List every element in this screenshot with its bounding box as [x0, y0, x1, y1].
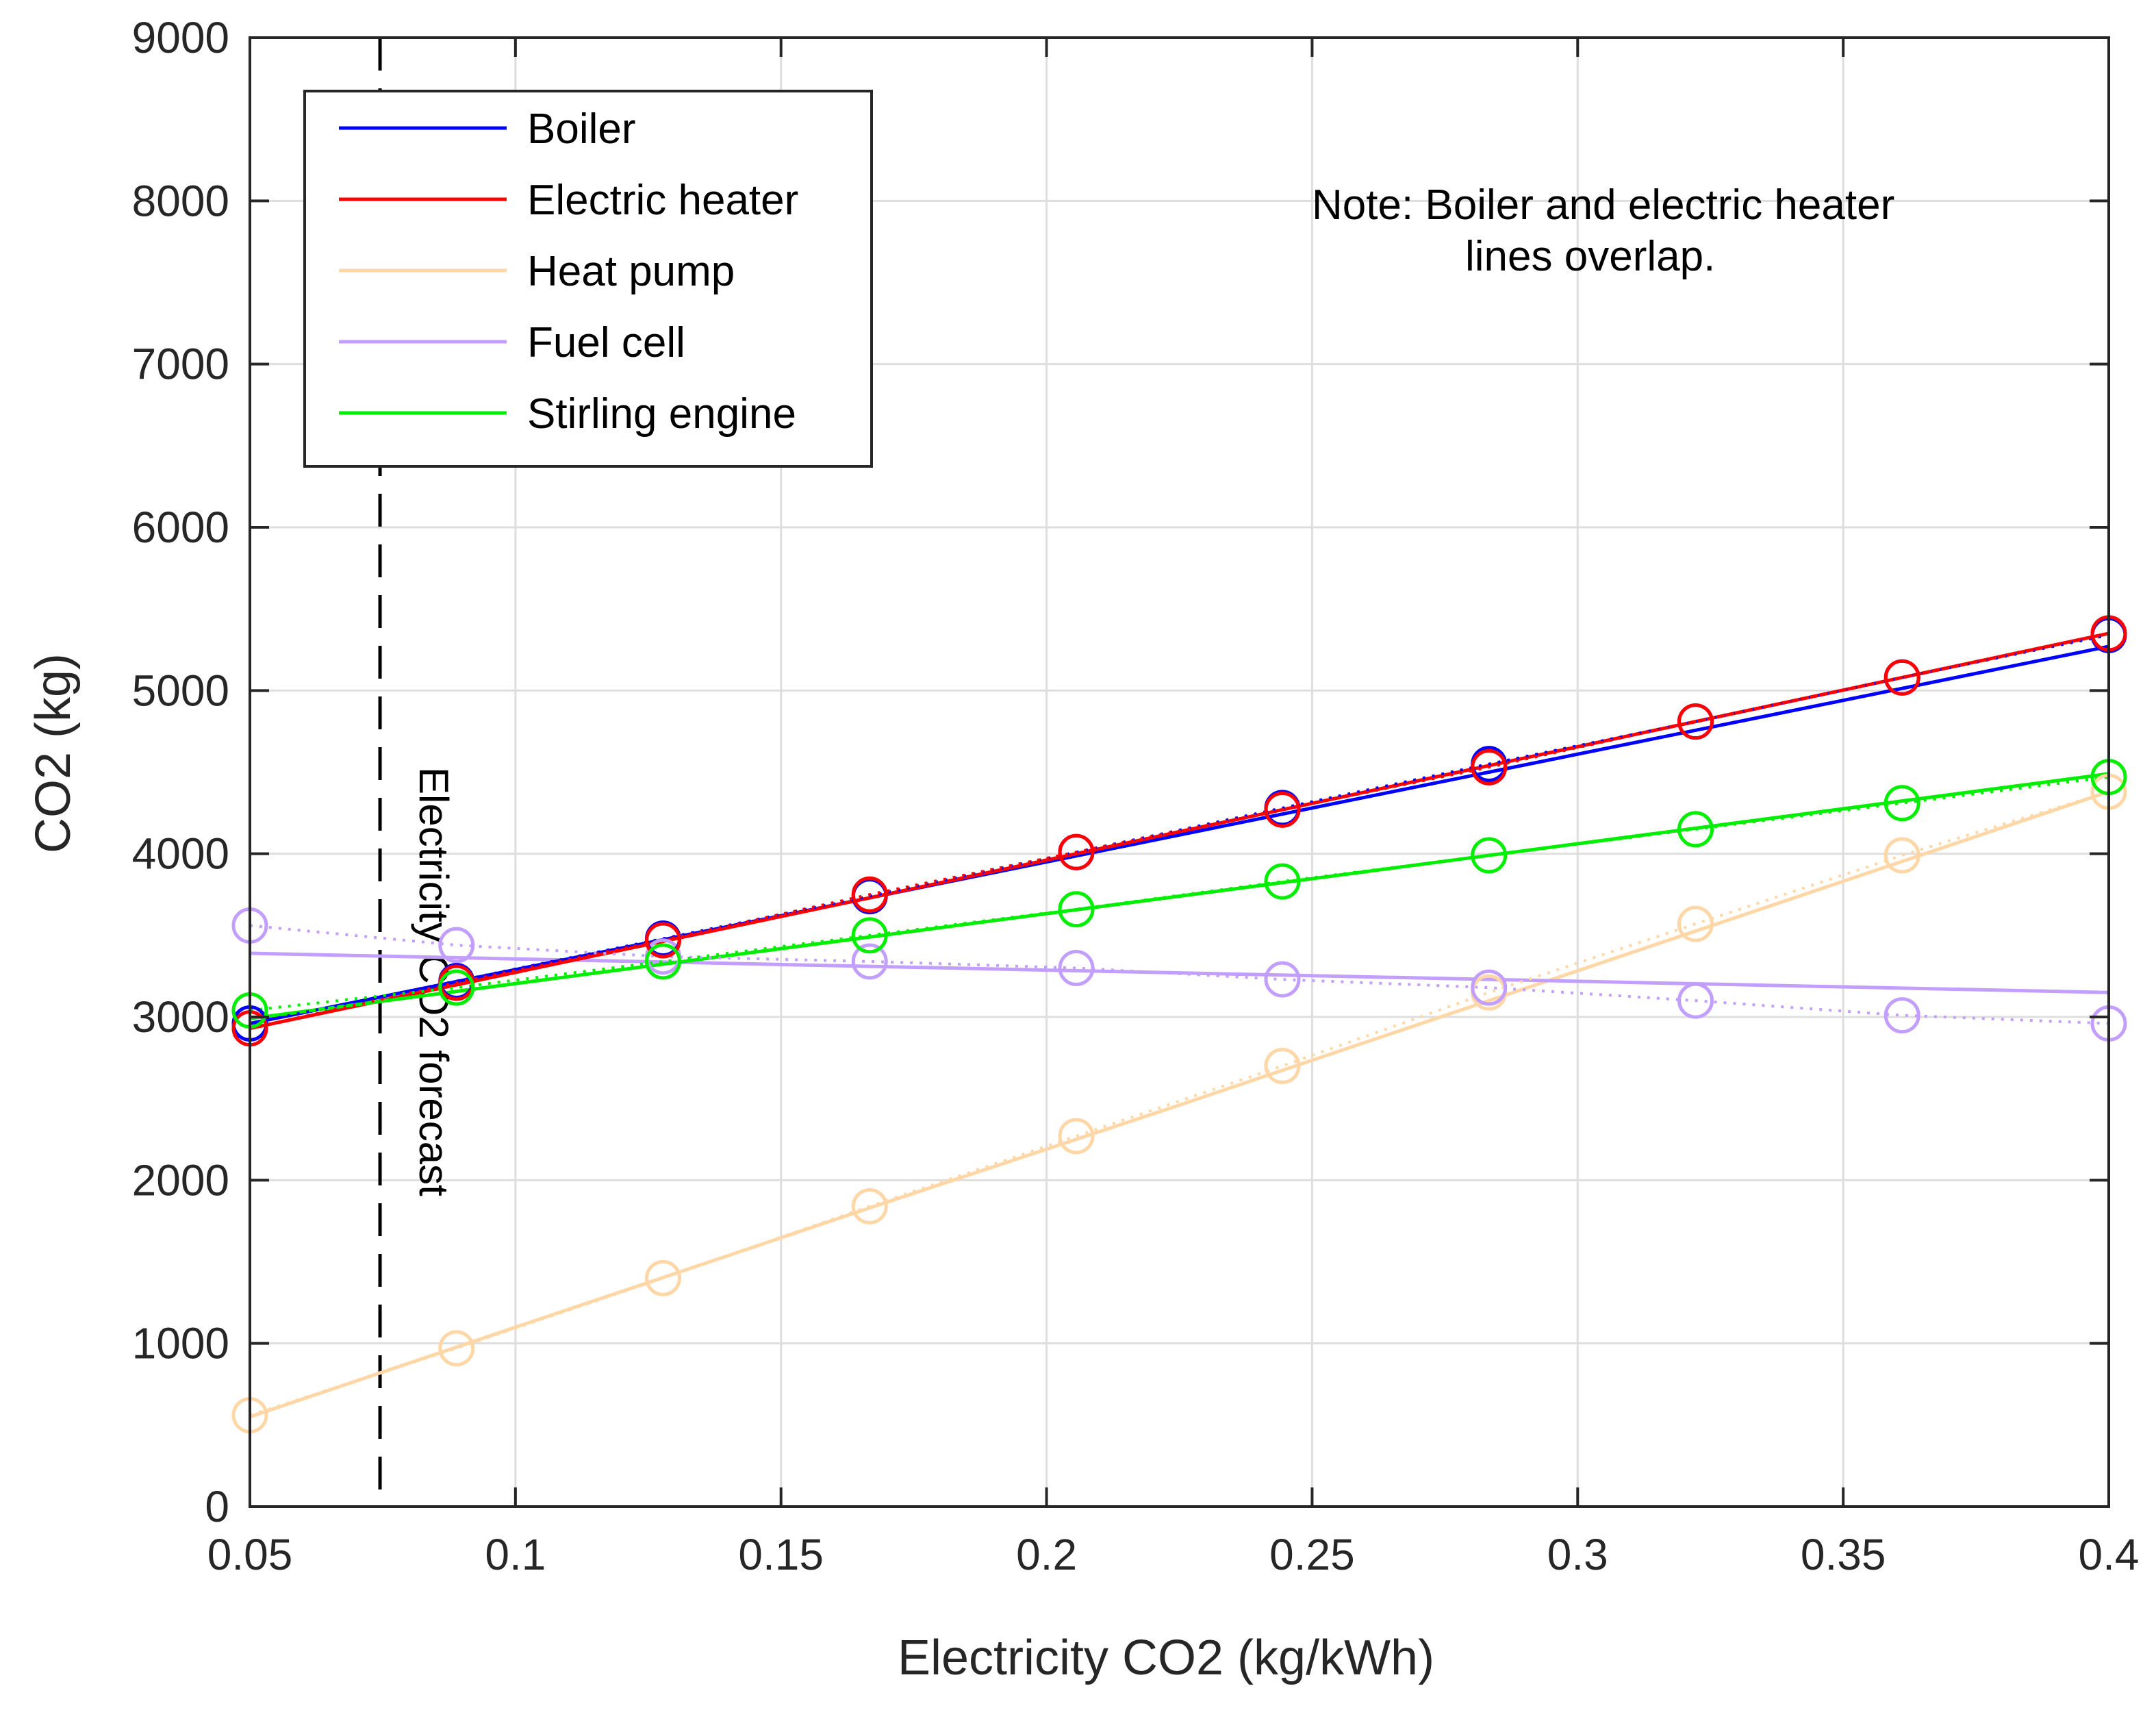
x-tick-label: 0.3 [1547, 1530, 1608, 1579]
heat-pump-marker [438, 1330, 475, 1367]
electric-heater-dotted-line [249, 631, 2109, 1030]
heat-pump-marker [645, 1259, 682, 1296]
dotted-connector-lines [249, 631, 2109, 1417]
note-line-1: Note: Boiler and electric heater [1312, 181, 1894, 229]
x-tick-label: 0.15 [738, 1530, 824, 1579]
data-markers [231, 615, 2127, 1434]
legend-label-heat-pump: Heat pump [527, 248, 735, 295]
y-tick-label: 1000 [132, 1319, 229, 1368]
y-tick-label: 6000 [132, 503, 229, 552]
heat-pump-marker [1677, 905, 1714, 942]
y-tick-label: 4000 [132, 829, 229, 879]
fuel-cell-marker [1264, 961, 1301, 998]
x-tick-label: 0.35 [1801, 1530, 1886, 1579]
stirling-engine-marker [851, 917, 888, 954]
electric-heater-marker [851, 876, 888, 913]
y-tick-label: 2000 [132, 1155, 229, 1205]
y-tick-label: 5000 [132, 666, 229, 715]
y-axis-title: CO2 (kg) [26, 653, 81, 853]
electric-heater-marker [1677, 703, 1714, 740]
electric-heater-marker [1471, 749, 1508, 785]
fuel-cell-dotted-line [249, 924, 2109, 1025]
electric-heater-marker [1058, 833, 1095, 870]
legend-label-electric-heater: Electric heater [527, 177, 798, 224]
electric-heater-marker [645, 922, 682, 959]
heat-pump-marker [1264, 1048, 1301, 1084]
x-tick-label: 0.25 [1269, 1530, 1355, 1579]
heat-pump-marker [1058, 1118, 1095, 1155]
legend: Boiler Electric heater Heat pump Fuel cell S… [303, 90, 873, 468]
stirling-engine-marker [1677, 811, 1714, 848]
stirling-engine-marker [1058, 891, 1095, 928]
stirling-engine-marker [1884, 785, 1920, 822]
legend-label-fuel-cell: Fuel cell [527, 319, 685, 366]
stirling-engine-marker [1471, 837, 1508, 874]
fuel-cell-marker [1677, 982, 1714, 1019]
legend-label-boiler: Boiler [527, 105, 636, 153]
fuel-cell-marker [1471, 969, 1508, 1006]
fuel-cell-marker [438, 927, 475, 964]
y-tick-label: 8000 [132, 176, 229, 225]
heat-pump-marker [851, 1187, 888, 1224]
electric-heater-marker [1264, 791, 1301, 828]
axis-ticks [249, 36, 2110, 1508]
y-tick-label: 0 [205, 1482, 229, 1531]
heat-pump-marker [1884, 837, 1920, 874]
electric-heater-marker [1884, 659, 1920, 696]
x-axis-title: Electricity CO2 (kg/kWh) [898, 1631, 1434, 1685]
stirling-engine-fit-line [249, 772, 2109, 1020]
fuel-cell-marker [1884, 997, 1920, 1034]
fuel-cell-marker [1058, 950, 1095, 986]
x-tick-label: 0.2 [1016, 1530, 1077, 1579]
y-tick-label: 9000 [132, 13, 229, 62]
y-tick-labels: 0 1000 2000 3000 4000 5000 6000 7000 8000 9000 [132, 13, 229, 1531]
legend-entries: Boiler Electric heater Heat pump Fuel cell S… [339, 105, 798, 438]
legend-box [303, 90, 873, 468]
x-tick-label: 0.05 [207, 1530, 293, 1579]
legend-label-stirling-engine: Stirling engine [527, 390, 796, 438]
plot-border [249, 36, 2110, 1508]
note-annotation: Note: Boiler and electric heater lines o… [1312, 181, 1894, 280]
note-line-2: lines overlap. [1465, 233, 1715, 280]
heat-pump-dotted-line [249, 790, 2109, 1417]
x-tick-label: 0.4 [2079, 1530, 2140, 1579]
x-tick-labels: 0.05 0.1 0.15 0.2 0.25 0.3 0.35 0.4 [207, 1530, 2140, 1579]
y-tick-label: 7000 [132, 340, 229, 389]
fuel-cell-marker [851, 943, 888, 980]
fit-lines [249, 631, 2109, 1419]
stirling-engine-marker [645, 943, 682, 980]
x-tick-label: 0.1 [485, 1530, 546, 1579]
y-tick-label: 3000 [132, 992, 229, 1042]
stirling-engine-marker [1264, 863, 1301, 900]
stirling-engine-marker [438, 969, 475, 1006]
